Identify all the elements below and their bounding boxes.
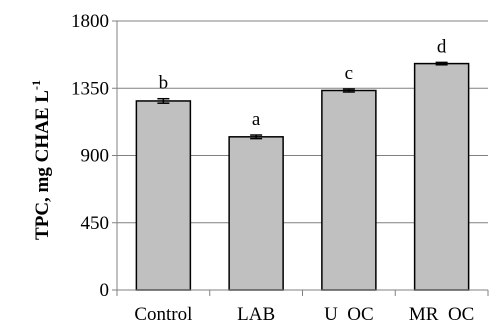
bar-control xyxy=(135,100,192,291)
significance-label: b xyxy=(159,73,169,94)
category-label: Control xyxy=(134,304,192,325)
significance-label: a xyxy=(252,109,261,130)
y-axis-label-superscript: -1 xyxy=(29,80,43,90)
y-tick-label: 450 xyxy=(81,213,110,234)
error-bars xyxy=(157,61,448,140)
y-tick-label: 900 xyxy=(81,146,110,167)
category-label: MR OC xyxy=(409,304,474,325)
error-bar xyxy=(342,88,355,93)
y-tick-label: 0 xyxy=(100,280,110,301)
significance-label: d xyxy=(437,36,447,57)
significance-label: c xyxy=(345,63,353,84)
bar-mr-oc xyxy=(413,62,470,291)
y-tick-label: 1350 xyxy=(71,78,109,99)
y-axis-label: TPC, mg CHAE L-1 xyxy=(29,80,53,240)
bars xyxy=(135,62,470,291)
category-label: LAB xyxy=(237,304,275,325)
y-axis-label-main: TPC, mg CHAE L xyxy=(32,90,53,240)
error-bar xyxy=(157,97,170,104)
category-labels: Control LAB U OC MR OC xyxy=(116,290,489,325)
bar-u-oc xyxy=(321,89,377,291)
error-bar xyxy=(250,134,263,140)
category-label: U OC xyxy=(324,304,374,325)
significance-labels: b a c d xyxy=(159,36,447,130)
y-tick-label: 1800 xyxy=(71,11,109,32)
error-bar xyxy=(435,61,448,66)
bar-lab xyxy=(228,136,284,291)
y-axis-ticks: 0 450 900 1350 1800 xyxy=(71,11,117,301)
